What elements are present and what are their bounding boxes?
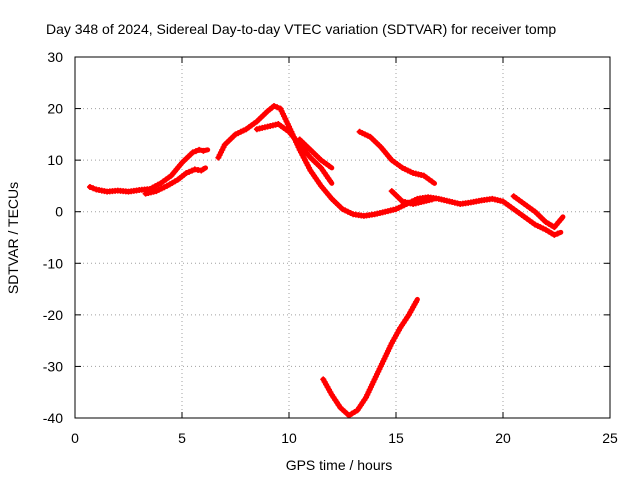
series-trace-h — [510, 193, 566, 231]
data-point — [192, 148, 199, 155]
y-tick-label: -20 — [43, 307, 63, 323]
series-trace-b — [142, 165, 209, 197]
plot-frame — [74, 56, 611, 419]
data-point — [183, 170, 190, 177]
x-tick-label: 5 — [178, 430, 186, 446]
y-tick-label: 30 — [47, 49, 63, 65]
x-axis-label: GPS time / hours — [286, 457, 393, 473]
grid — [75, 57, 610, 418]
y-tick-label: 20 — [47, 101, 63, 117]
data-point — [200, 166, 207, 173]
data-point — [86, 183, 93, 190]
data-point — [326, 162, 333, 169]
x-tick-label: 25 — [602, 430, 618, 446]
data-point — [188, 167, 195, 174]
data-point — [196, 146, 203, 153]
x-tick-label: 15 — [388, 430, 404, 446]
y-tick-label: -10 — [43, 255, 63, 271]
series-trace-f — [356, 128, 438, 186]
chart-title: Day 348 of 2024, Sidereal Day-to-day VTE… — [46, 21, 556, 37]
y-tick-label: -30 — [43, 358, 63, 374]
data-point — [428, 178, 435, 185]
data-point — [557, 216, 564, 223]
data-point — [200, 147, 207, 154]
data-point — [274, 104, 281, 111]
series-trace-c — [215, 102, 564, 238]
y-axis-label: SDTVAR / TECUs — [5, 182, 21, 294]
data-point — [428, 196, 435, 203]
data-point — [554, 230, 561, 237]
data-point — [271, 102, 278, 109]
data-point — [327, 177, 334, 184]
x-tick-label: 10 — [281, 430, 297, 446]
y-tick-label: -40 — [43, 410, 63, 426]
data-point — [90, 185, 97, 192]
data-point — [189, 149, 196, 156]
series-trace-g — [388, 188, 438, 207]
axes: 0 5 10 15 20 25 -40 -30 -20 -10 0 10 20 30 — [43, 49, 618, 446]
y-tick-label: 0 — [55, 204, 63, 220]
x-tick-label: 20 — [495, 430, 511, 446]
series-trace-i — [320, 296, 420, 419]
y-tick-label: 10 — [47, 152, 63, 168]
data-point — [551, 231, 558, 238]
series-trace-e — [296, 136, 335, 171]
x-tick-label: 0 — [71, 430, 79, 446]
data-point — [412, 298, 419, 305]
data-point — [186, 168, 193, 175]
series-trace-a — [86, 146, 211, 195]
data-series — [86, 102, 566, 419]
